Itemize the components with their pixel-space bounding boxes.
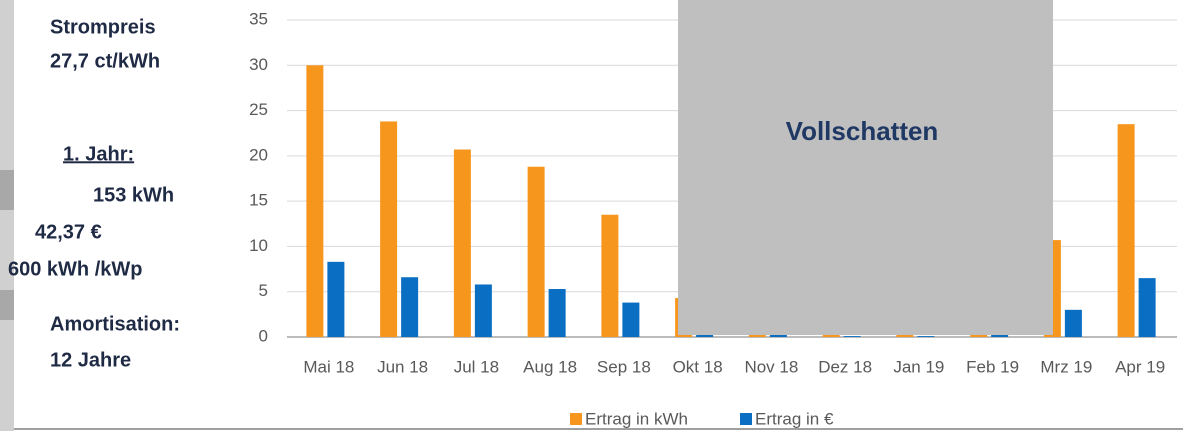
price-value: 27,7 ct/kWh — [50, 50, 160, 72]
legend-swatch — [570, 413, 582, 425]
x-tick-label: Jul 18 — [454, 357, 499, 376]
bar — [474, 284, 492, 337]
bar — [306, 65, 324, 338]
x-tick-label: Sep 18 — [597, 357, 651, 376]
year-kwh: 153 kWh — [93, 184, 174, 206]
bar — [601, 214, 619, 337]
y-tick-label: 0 — [259, 326, 268, 345]
price-title: Strompreis — [50, 16, 156, 38]
bar — [453, 149, 471, 337]
y-tick-label: 25 — [249, 100, 268, 119]
bar — [327, 261, 345, 337]
y-tick-label: 5 — [259, 281, 268, 300]
side-strip — [0, 290, 14, 320]
x-tick-label: Mrz 19 — [1040, 357, 1092, 376]
bar — [548, 288, 566, 337]
x-tick-label: Jan 19 — [893, 357, 944, 376]
legend-label: Ertrag in kWh — [585, 409, 688, 428]
x-tick-label: Mai 18 — [303, 357, 354, 376]
x-tick-label: Dez 18 — [818, 357, 872, 376]
bar — [527, 166, 545, 337]
y-tick-label: 20 — [249, 145, 268, 164]
x-tick-label: Feb 19 — [966, 357, 1019, 376]
shade-box — [678, 0, 1053, 335]
bar — [769, 334, 787, 337]
bar — [1117, 124, 1135, 338]
x-tick-label: Aug 18 — [523, 357, 577, 376]
yield-per-kwp: 600 kWh /kWp — [8, 258, 142, 280]
legend-label: Ertrag in € — [755, 409, 834, 428]
annotation: Vollschatten — [786, 116, 939, 146]
amortisation-value: 12 Jahre — [50, 349, 131, 371]
bar — [991, 334, 1009, 337]
x-tick-label: Okt 18 — [673, 357, 723, 376]
x-tick-label: Apr 19 — [1115, 357, 1165, 376]
bar — [380, 121, 398, 337]
side-strip — [0, 0, 14, 431]
year-title: 1. Jahr: — [63, 143, 134, 165]
x-tick-label: Nov 18 — [744, 357, 798, 376]
bar — [401, 277, 419, 337]
bar — [622, 302, 640, 337]
bar — [1138, 278, 1156, 337]
bar — [843, 336, 861, 337]
amortisation-title: Amortisation: — [50, 313, 180, 335]
bar — [917, 336, 935, 337]
legend-swatch — [740, 413, 752, 425]
bar — [1064, 309, 1082, 337]
year-euro: 42,37 € — [35, 221, 102, 243]
y-tick-label: 15 — [249, 191, 268, 210]
y-tick-label: 35 — [249, 9, 268, 28]
y-tick-label: 30 — [249, 55, 268, 74]
x-tick-label: Jun 18 — [377, 357, 428, 376]
side-strip — [0, 170, 14, 210]
y-tick-label: 10 — [249, 236, 268, 255]
overlay: Vollschatten — [678, 0, 1053, 335]
